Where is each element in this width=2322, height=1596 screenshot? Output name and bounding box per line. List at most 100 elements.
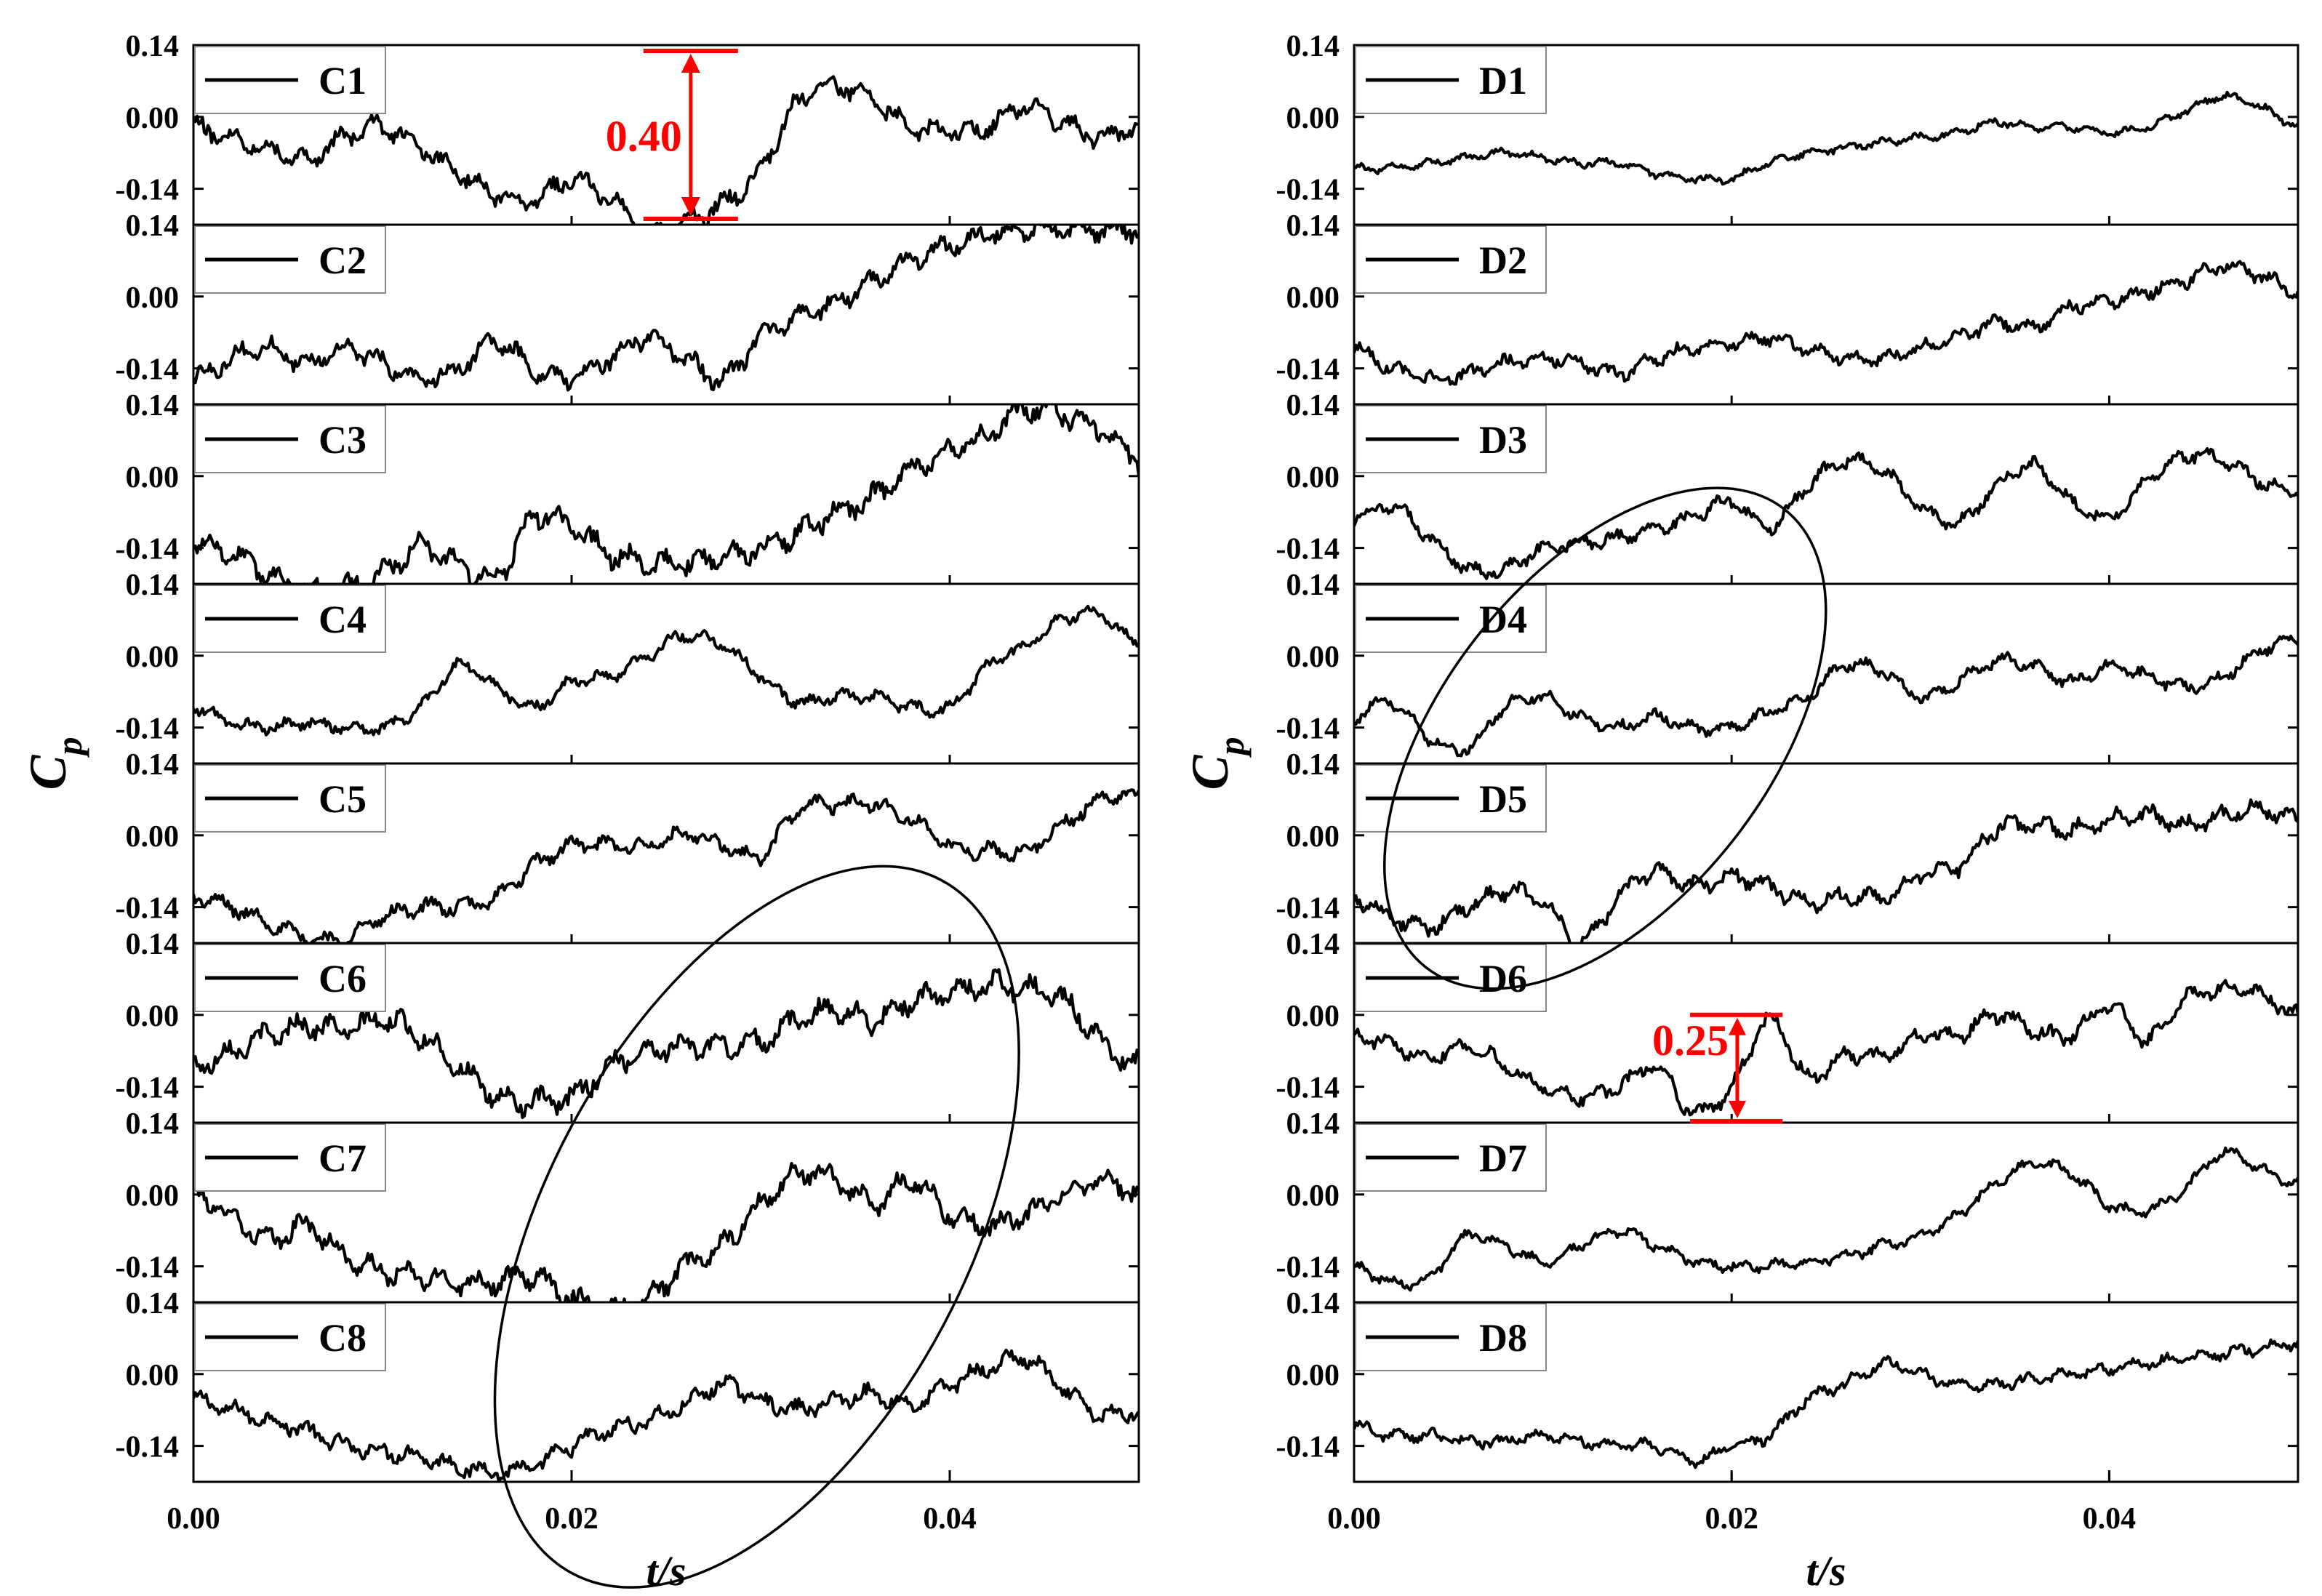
y-tick-label: 0.14 [126, 569, 180, 602]
y-tick-label: 0.00 [126, 1000, 180, 1033]
legend-label-C1: C1 [319, 59, 367, 103]
y-axis-label: Cp [19, 737, 89, 790]
y-tick-label: 0.14 [1286, 928, 1340, 961]
x-tick-label: 0.00 [167, 1502, 220, 1536]
left-panel: 0.14 0.00 -0.14 C8 0.14 0.00 -0.14 C7 0.14 0.00 -0… [19, 30, 1140, 1595]
y-tick-label: 0.14 [1286, 1107, 1340, 1141]
y-tick-label: -0.14 [116, 533, 180, 566]
legend-label-C3: C3 [319, 418, 367, 462]
legend-label-C4: C4 [319, 598, 367, 641]
legend-label-D3: D3 [1479, 418, 1527, 462]
highlight-ellipse [493, 865, 1020, 1589]
legend-label-C7: C7 [319, 1136, 367, 1180]
y-tick-label: -0.14 [1276, 713, 1340, 746]
series-line-C3 [193, 404, 1139, 584]
y-tick-label: 0.00 [126, 1179, 180, 1213]
y-tick-label: 0.00 [1286, 102, 1340, 135]
x-tick-label: 0.02 [545, 1502, 598, 1536]
y-tick-label: 0.14 [1286, 569, 1340, 602]
y-tick-label: -0.14 [116, 713, 180, 746]
legend-label-D8: D8 [1479, 1316, 1527, 1360]
y-tick-label: 0.14 [1286, 30, 1340, 63]
y-tick-label: 0.00 [126, 641, 180, 674]
y-tick-label: -0.14 [1276, 892, 1340, 926]
y-axis-label: Cp [1181, 737, 1252, 790]
subplot-frame [192, 44, 1140, 226]
series-line-C1 [193, 75, 1139, 225]
series-line-C8 [193, 1348, 1139, 1482]
y-tick-label: 0.00 [1286, 1179, 1340, 1213]
y-tick-label: 0.00 [1286, 641, 1340, 674]
y-tick-label: -0.14 [1276, 174, 1340, 207]
series-line-D7 [1354, 1146, 2298, 1292]
legend-label-D5: D5 [1479, 777, 1527, 821]
series-line-D4 [1354, 634, 2298, 758]
y-tick-label: 0.14 [126, 928, 180, 961]
arrow-down-icon [681, 197, 700, 216]
series-line-D3 [1354, 446, 2298, 580]
y-tick-label: -0.14 [116, 1251, 180, 1285]
series-line-C7 [193, 1162, 1139, 1302]
y-tick-label: 0.14 [1286, 1287, 1340, 1320]
highlight-ellipse [1383, 486, 1827, 990]
y-tick-label: 0.00 [1286, 1359, 1340, 1392]
y-tick-label: -0.14 [1276, 1072, 1340, 1105]
subplot-frame [1353, 44, 2299, 226]
y-tick-label: 0.14 [126, 30, 180, 63]
y-tick-label: 0.14 [1286, 748, 1340, 782]
series-line-C6 [193, 968, 1139, 1119]
legend-label-C5: C5 [319, 777, 367, 821]
y-tick-label: 0.14 [1286, 209, 1340, 243]
legend-label-C2: C2 [319, 238, 367, 282]
y-tick-label: 0.14 [126, 1287, 180, 1320]
right-panel: 0.14 0.00 -0.14 D8 0.14 0.00 -0.14 D7 0.14 0.00 -0… [1181, 30, 2299, 1595]
arrow-down-icon [1728, 1101, 1746, 1118]
y-tick-label: 0.14 [126, 1107, 180, 1141]
y-tick-label: -0.14 [1276, 533, 1340, 566]
y-tick-label: 0.14 [126, 389, 180, 422]
legend-label-D6: D6 [1479, 957, 1527, 1000]
series-line-C2 [193, 225, 1139, 392]
y-tick-label: -0.14 [116, 892, 180, 926]
y-tick-label: 0.00 [1286, 461, 1340, 494]
legend-label-D7: D7 [1479, 1136, 1527, 1180]
arrow-up-icon [681, 54, 700, 73]
y-tick-label: 0.00 [126, 281, 180, 315]
y-tick-label: 0.14 [1286, 389, 1340, 422]
y-tick-label: 0.00 [1286, 1000, 1340, 1033]
series-line-D6 [1354, 979, 2298, 1117]
x-tick-label: 0.02 [1705, 1502, 1758, 1536]
series-line-D5 [1354, 798, 2298, 943]
legend-label-C8: C8 [319, 1316, 367, 1360]
x-tick-label: 0.04 [2083, 1502, 2137, 1536]
x-axis-label: t/s [1806, 1547, 1846, 1595]
annotation-label: 0.40 [606, 113, 682, 161]
y-tick-label: 0.14 [126, 209, 180, 243]
y-tick-label: 0.00 [1286, 281, 1340, 315]
y-tick-label: -0.14 [116, 1072, 180, 1105]
y-tick-label: -0.14 [1276, 353, 1340, 387]
y-tick-label: 0.00 [126, 102, 180, 135]
y-tick-label: 0.00 [1286, 820, 1340, 854]
x-tick-label: 0.00 [1327, 1502, 1381, 1536]
y-tick-label: -0.14 [116, 353, 180, 387]
y-tick-label: 0.00 [126, 461, 180, 494]
arrow-up-icon [1728, 1017, 1746, 1035]
y-tick-label: -0.14 [1276, 1431, 1340, 1464]
legend-label-D2: D2 [1479, 238, 1527, 282]
y-tick-label: 0.00 [126, 1359, 180, 1392]
y-tick-label: -0.14 [1276, 1251, 1340, 1285]
annotation-label: 0.25 [1652, 1016, 1729, 1064]
series-line-D2 [1354, 260, 2298, 386]
series-line-D8 [1354, 1338, 2298, 1469]
y-tick-label: -0.14 [116, 1431, 180, 1464]
y-tick-label: 0.14 [126, 748, 180, 782]
series-line-C5 [193, 788, 1139, 943]
x-tick-label: 0.04 [923, 1502, 977, 1536]
legend-label-C6: C6 [319, 957, 367, 1000]
series-line-C4 [193, 604, 1139, 737]
legend-label-D1: D1 [1479, 59, 1527, 103]
y-tick-label: 0.00 [126, 820, 180, 854]
y-tick-label: -0.14 [116, 174, 180, 207]
